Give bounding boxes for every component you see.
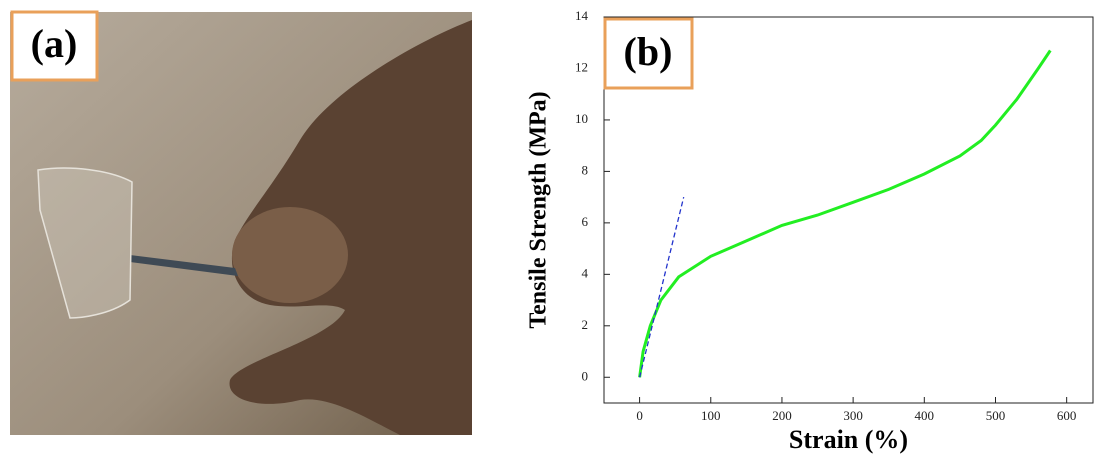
photo: (a)	[10, 12, 472, 435]
x-tick-label: 600	[1057, 408, 1077, 423]
x-axis-label: Strain (%)	[789, 425, 908, 454]
y-tick-label: 6	[582, 214, 589, 229]
x-tick-label: 100	[701, 408, 721, 423]
series-line	[640, 51, 1051, 378]
figure: (a) 0 2 4 6 8 10 12 14 0 100 200 300 400 500 600 Strain…	[0, 0, 1094, 461]
x-tick-label: 500	[986, 408, 1006, 423]
y-tick-label: 8	[582, 162, 589, 177]
series-line	[640, 197, 684, 377]
x-tick-label: 400	[915, 408, 935, 423]
finger	[232, 207, 348, 303]
y-tick-label: 0	[582, 368, 589, 383]
x-tick-label: 200	[772, 408, 792, 423]
x-tick-label: 300	[843, 408, 863, 423]
x-tick-label: 0	[636, 408, 643, 423]
y-tick-label: 10	[575, 111, 588, 126]
y-axis-label: Tensile Strength (MPa)	[526, 91, 552, 328]
panel-label: (a)	[31, 21, 78, 66]
panel-label: (b)	[624, 29, 673, 74]
y-tick-label: 12	[575, 59, 588, 74]
y-tick-label: 2	[582, 317, 589, 332]
y-tick-label: 4	[582, 265, 589, 280]
y-tick-label: 14	[575, 8, 589, 23]
